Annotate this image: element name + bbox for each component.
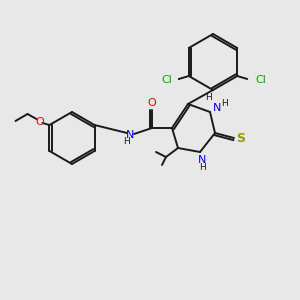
Text: S: S — [236, 131, 245, 145]
Text: N: N — [198, 155, 206, 165]
Text: N: N — [126, 130, 134, 140]
Text: Cl: Cl — [161, 75, 172, 85]
Text: O: O — [35, 117, 44, 127]
Text: Cl: Cl — [256, 75, 267, 85]
Text: H: H — [220, 98, 227, 107]
Text: O: O — [148, 98, 156, 108]
Text: H: H — [124, 137, 130, 146]
Text: H: H — [199, 164, 206, 172]
Text: N: N — [213, 103, 221, 113]
Text: H: H — [205, 94, 212, 103]
